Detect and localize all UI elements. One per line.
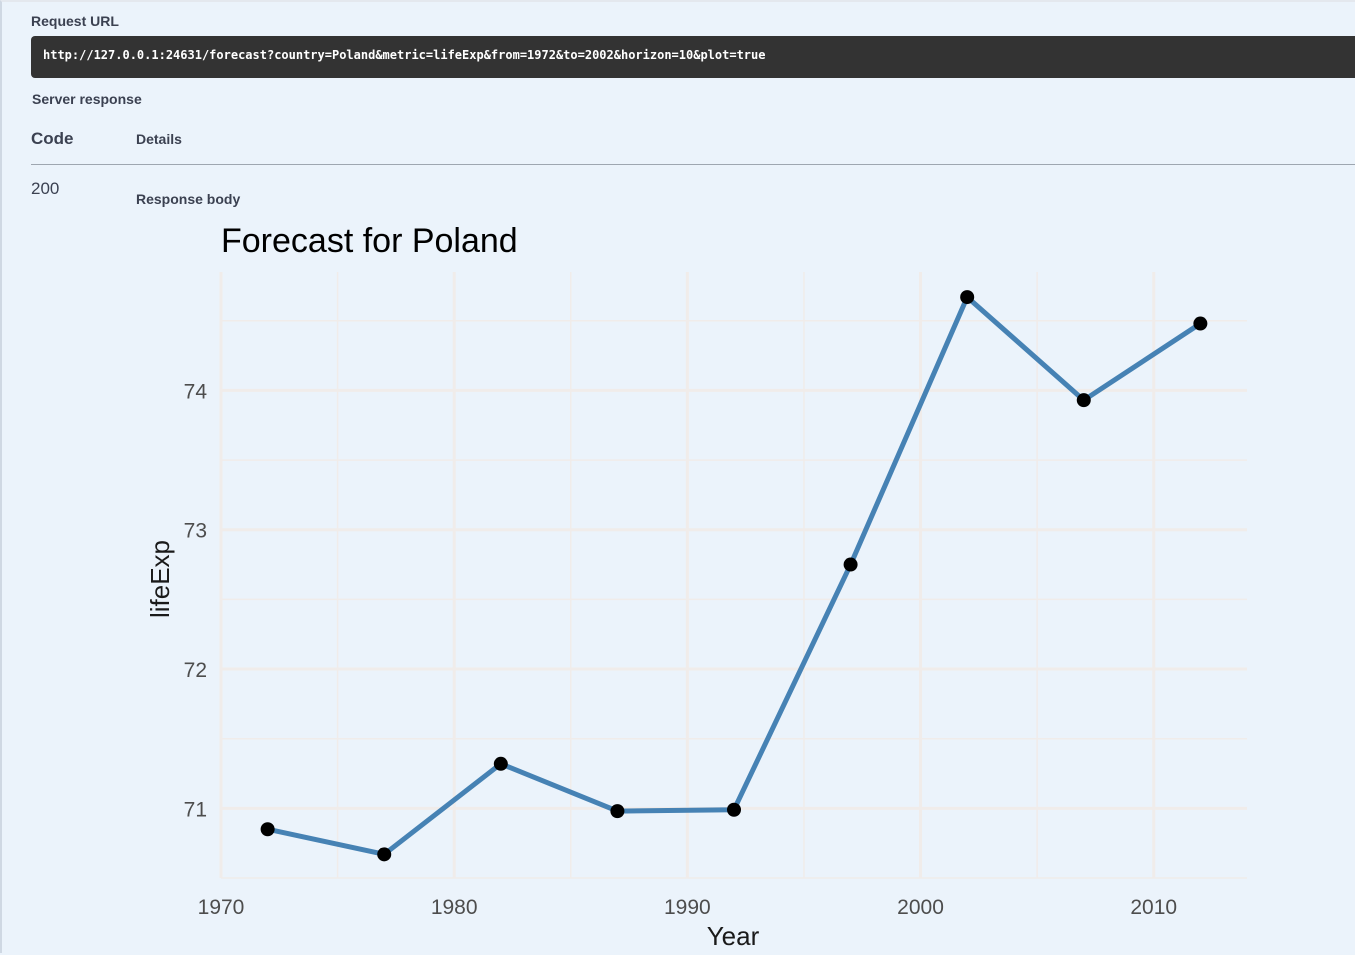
y-tick-label: 74 xyxy=(184,380,208,403)
response-body-label: Response body xyxy=(136,191,241,207)
chart-title: Forecast for Poland xyxy=(221,222,518,260)
x-tick-label: 1970 xyxy=(198,896,245,919)
request-url-text[interactable]: http://127.0.0.1:24631/forecast?country=… xyxy=(43,48,766,62)
y-axis-label: lifeExp xyxy=(145,540,175,618)
data-point xyxy=(610,804,625,819)
chart-minor-grid xyxy=(221,272,1247,879)
x-tick-label: 1980 xyxy=(431,896,478,919)
data-point xyxy=(377,847,392,862)
request-url-label: Request URL xyxy=(31,13,119,29)
header-divider xyxy=(31,164,1355,165)
status-code: 200 xyxy=(31,179,60,198)
forecast-chart: 71 72 73 74 1970 1980 1990 2000 2010 Forecast f… xyxy=(145,222,1247,951)
series-points xyxy=(260,290,1208,862)
x-tick-label: 1990 xyxy=(664,896,711,919)
x-tick-label: 2000 xyxy=(897,896,944,919)
x-tick-labels: 1970 1980 1990 2000 2010 xyxy=(198,896,1177,919)
details-column-header: Details xyxy=(136,131,182,147)
data-point xyxy=(260,822,275,837)
series-line-lifeExp xyxy=(265,294,1203,857)
data-point xyxy=(493,756,508,771)
data-point xyxy=(843,557,858,572)
code-column-header: Code xyxy=(31,129,74,148)
server-response-label: Server response xyxy=(32,91,142,107)
data-point xyxy=(1193,316,1208,331)
data-point xyxy=(960,290,975,305)
y-tick-labels: 71 72 73 74 xyxy=(184,380,208,821)
y-tick-label: 73 xyxy=(184,520,207,543)
data-point xyxy=(727,802,741,817)
x-axis-label: Year xyxy=(707,921,760,951)
data-point xyxy=(1076,393,1091,408)
request-url-box[interactable]: http://127.0.0.1:24631/forecast?country=… xyxy=(31,36,1355,78)
y-tick-label: 71 xyxy=(184,798,207,821)
y-tick-label: 72 xyxy=(184,659,207,682)
chart-major-grid xyxy=(219,272,1247,878)
x-tick-label: 2010 xyxy=(1130,896,1177,919)
